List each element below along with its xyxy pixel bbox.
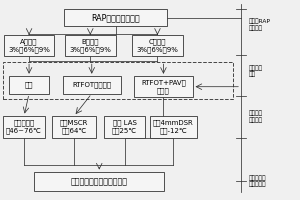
FancyBboxPatch shape	[132, 35, 183, 56]
Text: RAP中回收的旧沥青: RAP中回收的旧沥青	[91, 13, 140, 22]
FancyBboxPatch shape	[65, 35, 116, 56]
FancyBboxPatch shape	[9, 76, 49, 94]
Text: 再生剂用量确定及类型优选: 再生剂用量确定及类型优选	[71, 177, 128, 186]
Text: A再生剂
3%、6%、9%: A再生剂 3%、6%、9%	[8, 38, 50, 53]
Text: RTFOT+PAV长
期老化: RTFOT+PAV长 期老化	[141, 79, 186, 94]
Text: 高温MSCR
试验64℃: 高温MSCR 试验64℃	[60, 120, 88, 134]
FancyBboxPatch shape	[150, 116, 197, 138]
FancyBboxPatch shape	[4, 35, 54, 56]
FancyBboxPatch shape	[63, 76, 121, 94]
Text: 原样: 原样	[25, 82, 33, 88]
Text: C再生剂
3%、6%、9%: C再生剂 3%、6%、9%	[136, 38, 178, 53]
FancyBboxPatch shape	[134, 76, 193, 97]
Text: 再生沥青
性能测试: 再生沥青 性能测试	[248, 111, 262, 123]
FancyBboxPatch shape	[52, 116, 96, 138]
Text: RTFOT短期老化: RTFOT短期老化	[72, 82, 111, 88]
Text: 铣刨料RAP
抽提回收: 铣刨料RAP 抽提回收	[248, 18, 271, 31]
Text: 中温 LAS
试验25℃: 中温 LAS 试验25℃	[112, 120, 137, 134]
Text: 再生剂用量
及类型确定: 再生剂用量 及类型确定	[248, 175, 266, 187]
FancyBboxPatch shape	[3, 116, 45, 138]
Text: 温度扫描试
验46~76℃: 温度扫描试 验46~76℃	[6, 120, 42, 134]
Text: 再生沥青
制备: 再生沥青 制备	[248, 65, 262, 77]
FancyBboxPatch shape	[104, 116, 146, 138]
FancyBboxPatch shape	[34, 172, 164, 191]
FancyBboxPatch shape	[64, 9, 167, 26]
Text: B再生剂
3%、6%、9%: B再生剂 3%、6%、9%	[69, 38, 111, 53]
Text: 低温4mmDSR
试验-12℃: 低温4mmDSR 试验-12℃	[153, 120, 194, 134]
